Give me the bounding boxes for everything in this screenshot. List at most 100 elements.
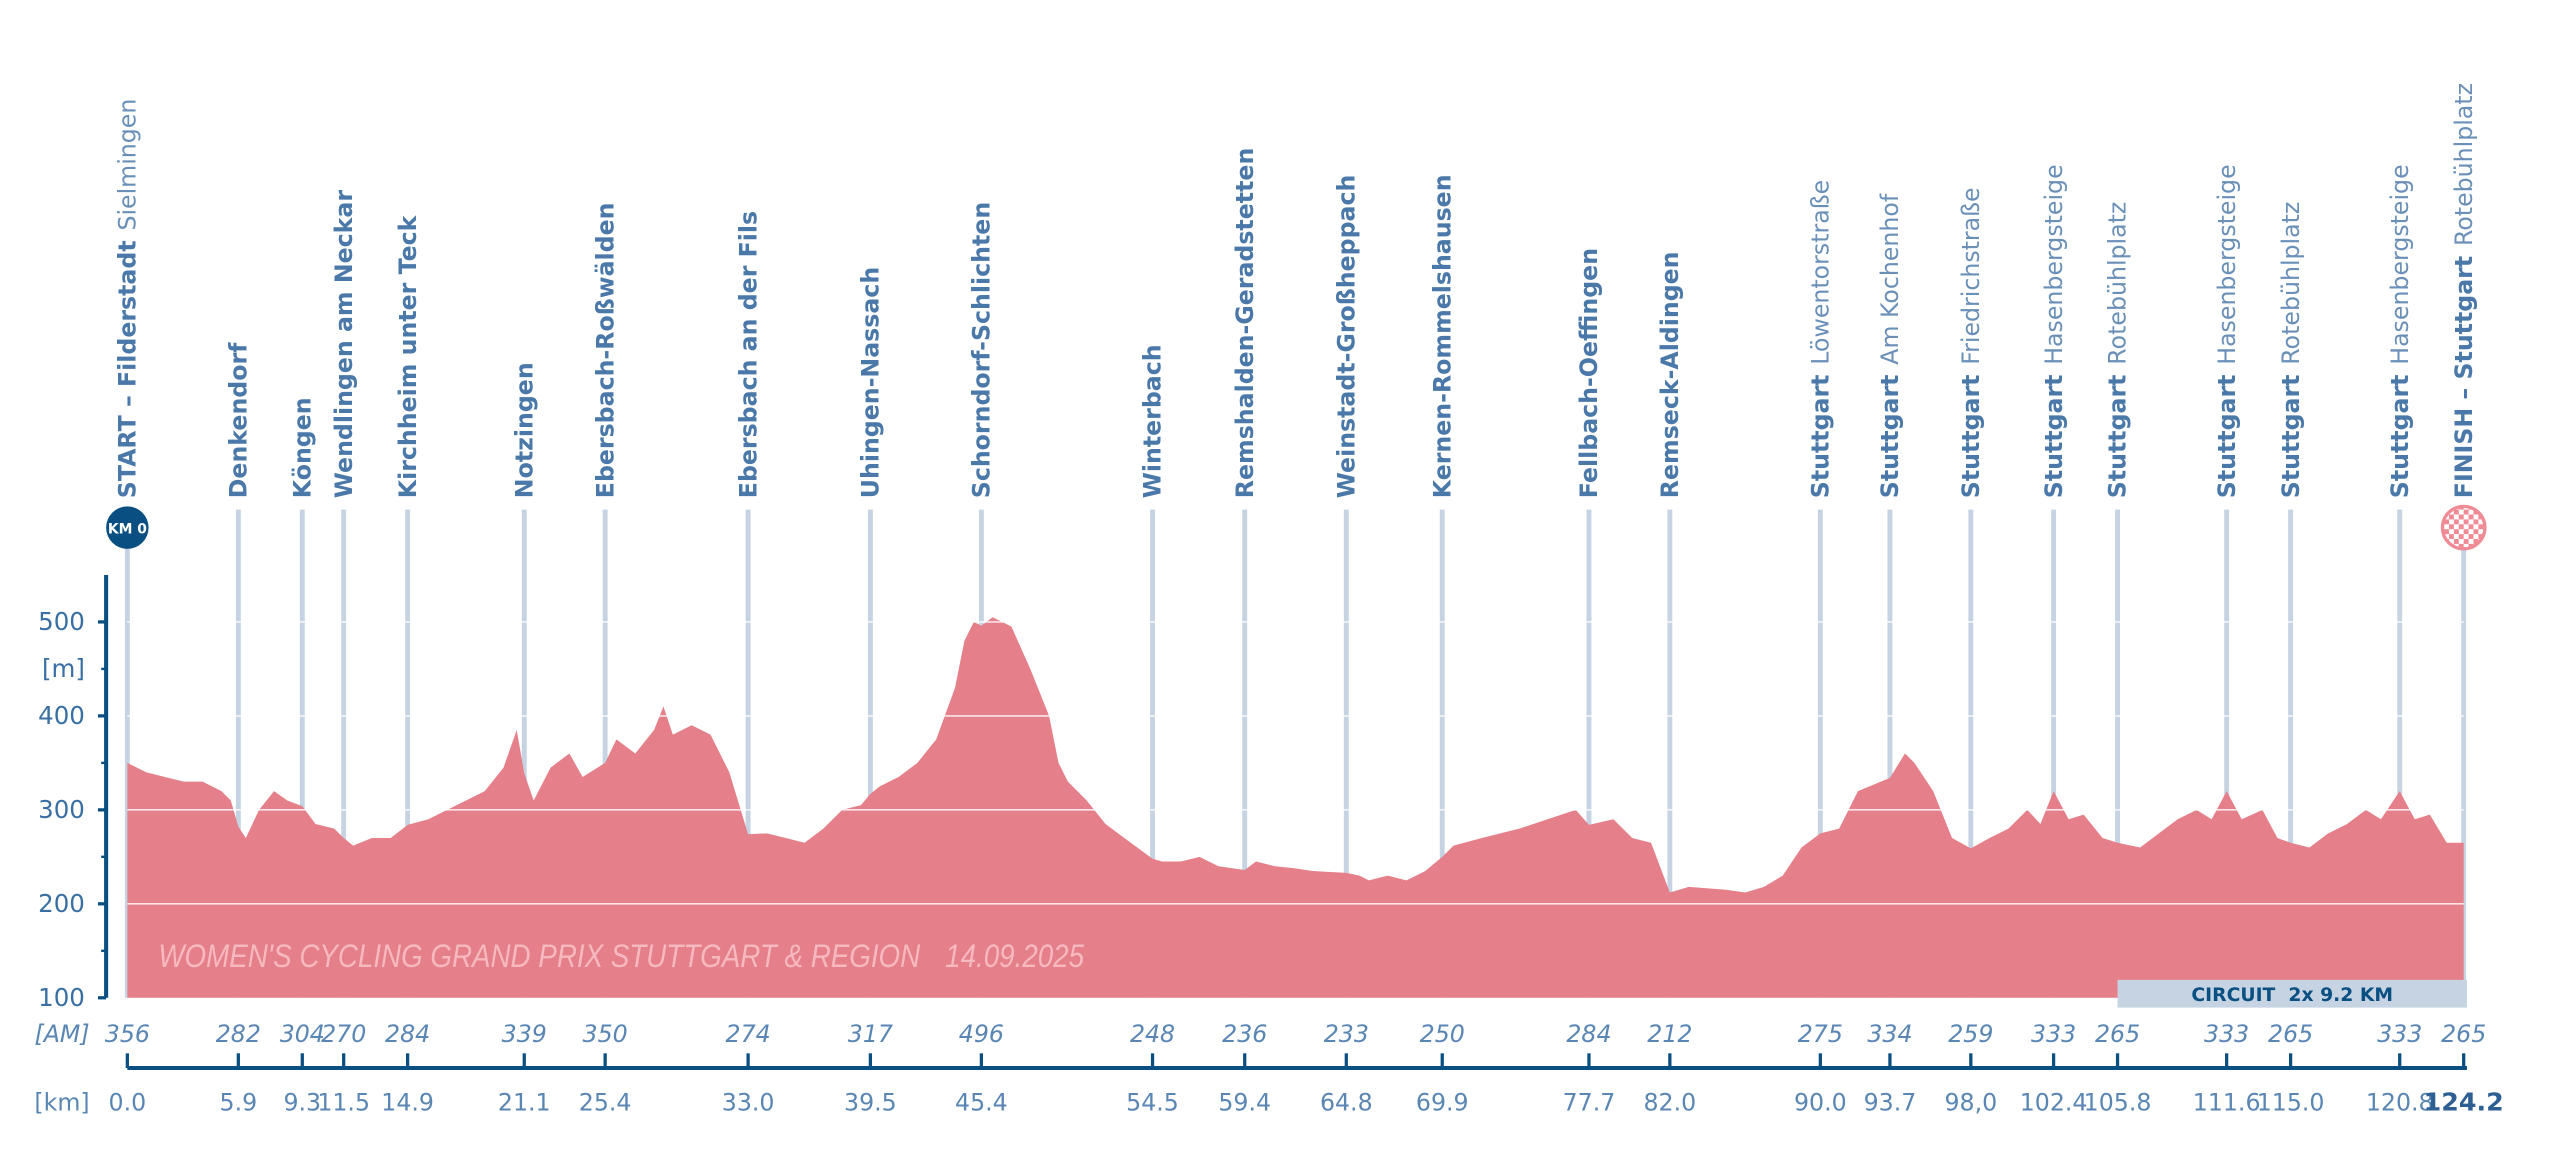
waypoint-place: Hasenbergsteige: [2213, 164, 2241, 364]
altitude-label: 284: [1566, 1020, 1611, 1048]
altitude-label: 270: [321, 1020, 366, 1048]
waypoint-label: Stuttgart Rotebühlplatz: [2277, 202, 2305, 499]
altitude-label: 265: [2441, 1020, 2486, 1048]
x-tick-label: 59.4: [1218, 1088, 1271, 1116]
x-tick-label: 102.4: [2020, 1088, 2088, 1116]
race-date: 14.09.2025: [945, 939, 1084, 975]
waypoint-label: Notzingen: [510, 362, 538, 498]
waypoint-label: START – Filderstadt Sielmingen: [114, 99, 142, 499]
x-tick-label: 33.0: [722, 1088, 775, 1116]
waypoint-name: Stuttgart: [2213, 375, 2241, 499]
waypoint-place: Rotebühlplatz: [2104, 202, 2132, 365]
altitude-label: 274: [726, 1020, 771, 1048]
waypoint-label: Kirchheim unter Teck: [394, 214, 422, 498]
waypoint-label: Schorndorf-Schlichten: [968, 202, 996, 498]
altitude-label: 350: [583, 1020, 628, 1048]
altitude-label: 334: [1867, 1020, 1912, 1048]
x-tick-label: 124.2: [2424, 1087, 2504, 1116]
altitude-label: 212: [1647, 1020, 1692, 1048]
x-tick-label: 90.0: [1794, 1088, 1847, 1116]
waypoint-name: START – Filderstadt: [114, 240, 142, 498]
x-axis-label: [km]: [34, 1088, 89, 1116]
waypoint-label: Stuttgart Rotebühlplatz: [2104, 202, 2132, 499]
circuit-box: [2117, 979, 2467, 1008]
waypoint-name: Winterbach: [1139, 344, 1167, 498]
x-tick-label: 11.5: [317, 1088, 370, 1116]
altitude-label: 236: [1222, 1020, 1267, 1048]
altitude-label: 282: [216, 1020, 261, 1048]
y-tick-label: 300: [38, 795, 85, 824]
waypoint-name: Notzingen: [510, 362, 538, 498]
waypoint-label: Weinstadt-Großheppach: [1332, 175, 1360, 499]
x-tick-label: 39.5: [844, 1088, 897, 1116]
waypoint-name: FINISH – Stuttgart: [2450, 256, 2478, 498]
waypoint-name: Stuttgart: [2277, 375, 2305, 499]
waypoint-place: Sielmingen: [114, 99, 142, 231]
waypoint-name: Stuttgart: [2104, 375, 2132, 499]
circuit-label: CIRCUIT 2x 9.2 KM: [2191, 985, 2393, 1006]
x-tick-label: 98,0: [1944, 1088, 1997, 1116]
altitude-label: 233: [1324, 1020, 1369, 1048]
altitude-label: 284: [385, 1020, 430, 1048]
waypoint-label: Stuttgart Hasenbergsteige: [2386, 164, 2414, 498]
x-tick-label: 0.0: [109, 1088, 147, 1116]
altitude-label: 333: [2204, 1020, 2249, 1048]
x-tick-label: 93.7: [1864, 1088, 1917, 1116]
altitude-label: 265: [2095, 1020, 2140, 1048]
waypoint-name: Uhingen-Nassach: [857, 267, 885, 498]
altitude-label: 259: [1948, 1020, 1993, 1048]
x-tick-label: 120.8: [2366, 1088, 2434, 1116]
waypoint-place: Friedrichstraße: [1957, 187, 1985, 364]
waypoint-label: Köngen: [288, 397, 316, 498]
x-tick-label: 25.4: [579, 1088, 632, 1116]
waypoint-label: Remshalden-Geradstetten: [1231, 148, 1259, 499]
x-tick-label: 69.9: [1416, 1088, 1469, 1116]
waypoint-label: Stuttgart Hasenbergsteige: [2040, 164, 2068, 498]
start-badge: [106, 506, 149, 549]
waypoint-name: Weinstadt-Großheppach: [1332, 175, 1360, 499]
waypoint-name: Kernen-Rommelshausen: [1428, 174, 1456, 498]
x-tick-label: 105.8: [2084, 1088, 2152, 1116]
altitude-label: 248: [1130, 1020, 1175, 1048]
waypoint-label: Stuttgart Löwentorstraße: [1807, 180, 1835, 498]
waypoint-place: Rotebühlplatz: [2277, 202, 2305, 365]
waypoint-label: Ebersbach an der Fils: [734, 211, 762, 498]
waypoint-label: FINISH – Stuttgart Rotebühlplatz: [2450, 83, 2478, 498]
waypoint-name: Remseck-Aldingen: [1656, 251, 1684, 498]
altitude-row-label: [AM]: [35, 1020, 90, 1048]
finish-badge: [2440, 504, 2487, 551]
altitude-label: 496: [959, 1020, 1004, 1048]
x-tick-label: 111.6: [2193, 1088, 2261, 1116]
waypoint-place: Löwentorstraße: [1807, 180, 1835, 365]
altitude-label: 339: [502, 1020, 547, 1048]
altitude-label: 304: [280, 1020, 325, 1048]
waypoint-name: Stuttgart: [2040, 375, 2068, 499]
altitude-label: 333: [2377, 1020, 2422, 1048]
x-tick-label: 45.4: [955, 1088, 1008, 1116]
altitude-label: 275: [1798, 1020, 1843, 1048]
y-axis-label: [m]: [42, 654, 85, 683]
waypoint-label: Stuttgart Friedrichstraße: [1957, 187, 1985, 498]
waypoint-name: Denkendorf: [224, 342, 252, 498]
waypoint-name: Stuttgart: [2386, 375, 2414, 499]
waypoint-label: Stuttgart Hasenbergsteige: [2213, 164, 2241, 498]
altitude-label: 250: [1420, 1020, 1465, 1048]
waypoint-label: Fellbach-Oeffingen: [1575, 248, 1603, 498]
waypoint-name: Stuttgart: [1876, 375, 1904, 499]
x-tick-label: 5.9: [220, 1088, 258, 1116]
waypoint-name: Stuttgart: [1807, 375, 1835, 499]
waypoint-label: Stuttgart Am Kochenhof: [1876, 193, 1904, 498]
waypoint-name: Köngen: [288, 397, 316, 498]
waypoint-label: Ebersbach-Roßwälden: [591, 203, 619, 499]
waypoint-name: Fellbach-Oeffingen: [1575, 248, 1603, 498]
waypoint-name: Ebersbach-Roßwälden: [591, 203, 619, 499]
start-badge-label: KM 0: [108, 521, 147, 537]
altitude-label: 333: [2031, 1020, 2076, 1048]
x-tick-label: 21.1: [498, 1088, 551, 1116]
altitude-label: 356: [105, 1020, 150, 1048]
waypoint-label: Wendlingen am Neckar: [330, 190, 358, 499]
waypoint-label: Kernen-Rommelshausen: [1428, 174, 1456, 498]
waypoint-label: Uhingen-Nassach: [857, 267, 885, 498]
